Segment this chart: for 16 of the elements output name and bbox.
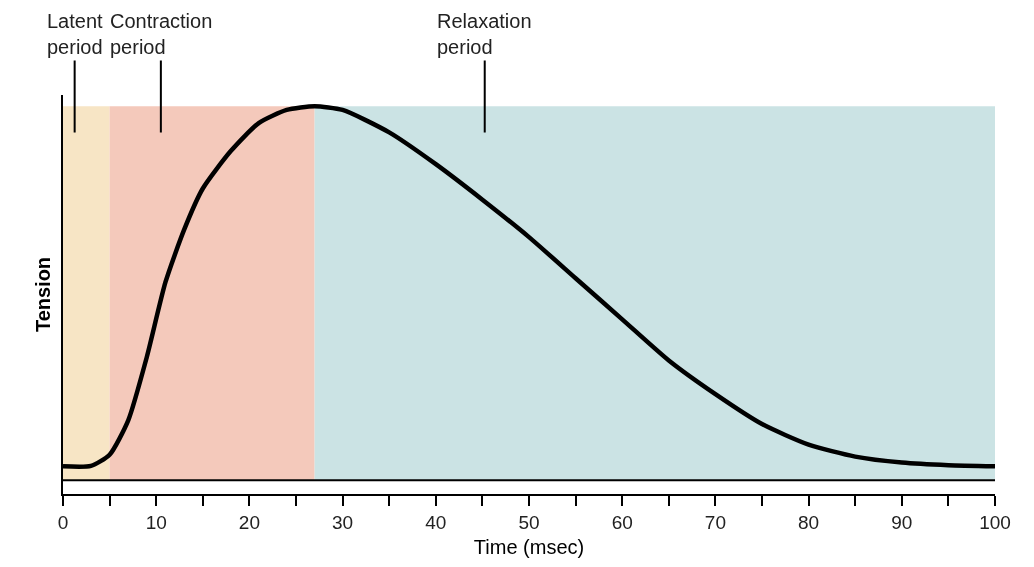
x-tick-label: 100 — [979, 511, 1011, 533]
x-tick-label: 50 — [518, 511, 540, 533]
y-axis-title: Tension — [32, 256, 54, 333]
x-axis-title: Time (msec) — [473, 535, 585, 558]
x-tick-label: 80 — [798, 511, 820, 533]
band-label: Contraction period — [110, 10, 213, 58]
x-tick-label: 10 — [145, 511, 167, 533]
x-tick-label: 0 — [57, 511, 69, 533]
x-tick-label: 20 — [238, 511, 260, 533]
x-tick-label: 70 — [704, 511, 726, 533]
band-label: Latent period — [47, 10, 104, 58]
x-tick-label: 40 — [425, 511, 447, 533]
x-tick-label: 30 — [332, 511, 354, 533]
band-label: Relaxation period — [437, 10, 532, 58]
x-tick-label: 90 — [891, 511, 913, 533]
x-tick-label: 60 — [611, 511, 633, 533]
